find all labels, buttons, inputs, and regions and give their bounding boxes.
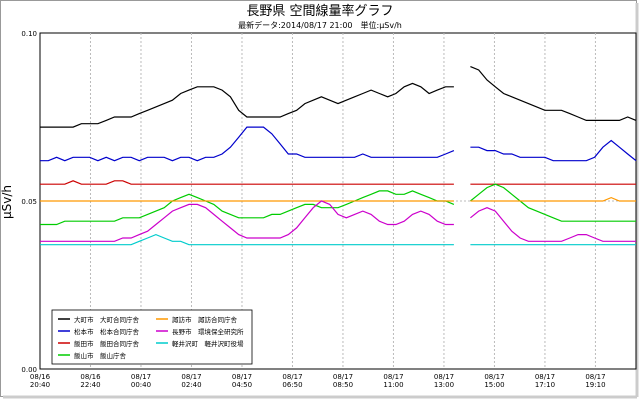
legend-label: 軽井沢町 軽井沢町役場 <box>172 339 244 348</box>
series-line-2 <box>40 180 636 185</box>
x-tick-day: 08/17 <box>131 373 151 381</box>
x-tick-time: 06:50 <box>282 381 302 389</box>
legend-box <box>51 309 253 365</box>
y-tick-labels: 0.00 0.05 0.10 <box>21 30 37 374</box>
series-line-0 <box>40 66 637 128</box>
y-tick-label: 0.00 <box>21 366 37 374</box>
x-tick-day: 08/17 <box>585 373 605 381</box>
x-tick-labels: 08/1620:4008/1622:4008/1700:4008/1702:40… <box>30 373 606 389</box>
x-tick-day: 08/17 <box>484 373 504 381</box>
legend-label: 諏訪市 諏訪合同庁舎 <box>172 315 238 324</box>
y-axis-label: μSv/h <box>0 185 14 219</box>
x-tick-time: 02:40 <box>181 381 201 389</box>
series-line-6 <box>40 233 636 246</box>
series-line-1 <box>40 126 637 162</box>
series-line-5 <box>40 200 636 242</box>
x-tick-day: 08/17 <box>181 373 201 381</box>
x-tick-time: 11:00 <box>383 381 403 389</box>
x-tick-time: 08:50 <box>333 381 353 389</box>
legend-label: 松本市 松本合同庁舎 <box>74 327 140 336</box>
x-tick-day: 08/16 <box>30 373 51 381</box>
x-tick-time: 17:10 <box>535 381 555 389</box>
x-tick-day: 08/16 <box>80 373 101 381</box>
legend-label: 大町市 大町合同庁舎 <box>74 315 140 324</box>
x-tick-day: 08/17 <box>434 373 454 381</box>
x-tick-day: 08/17 <box>535 373 555 381</box>
y-tick-label: 0.10 <box>21 30 37 38</box>
x-tick-day: 08/17 <box>282 373 302 381</box>
y-tick-label: 0.05 <box>21 198 37 206</box>
x-tick-time: 15:00 <box>484 381 504 389</box>
x-tick-time: 20:40 <box>30 381 50 389</box>
x-tick-day: 08/17 <box>383 373 403 381</box>
x-tick-time: 22:40 <box>80 381 100 389</box>
chart-title: 長野県 空間線量率グラフ <box>246 3 393 19</box>
series-line-3 <box>40 183 636 226</box>
series-line-4 <box>40 196 636 202</box>
x-tick-day: 08/17 <box>333 373 353 381</box>
x-tick-day: 08/17 <box>232 373 252 381</box>
series-lines <box>40 66 637 246</box>
x-tick-time: 19:10 <box>585 381 605 389</box>
legend-label: 長野市 環境保全研究所 <box>172 327 244 336</box>
x-tick-time: 00:40 <box>131 381 151 389</box>
legend-label: 飯山市 飯山庁舎 <box>74 351 127 360</box>
x-tick-time: 04:50 <box>232 381 252 389</box>
chart-subtitle: 最新データ:2014/08/17 21:00 単位:μSv/h <box>238 20 402 30</box>
legend-label: 飯田市 飯田合同庁舎 <box>74 339 140 348</box>
x-tick-time: 13:00 <box>434 381 454 389</box>
